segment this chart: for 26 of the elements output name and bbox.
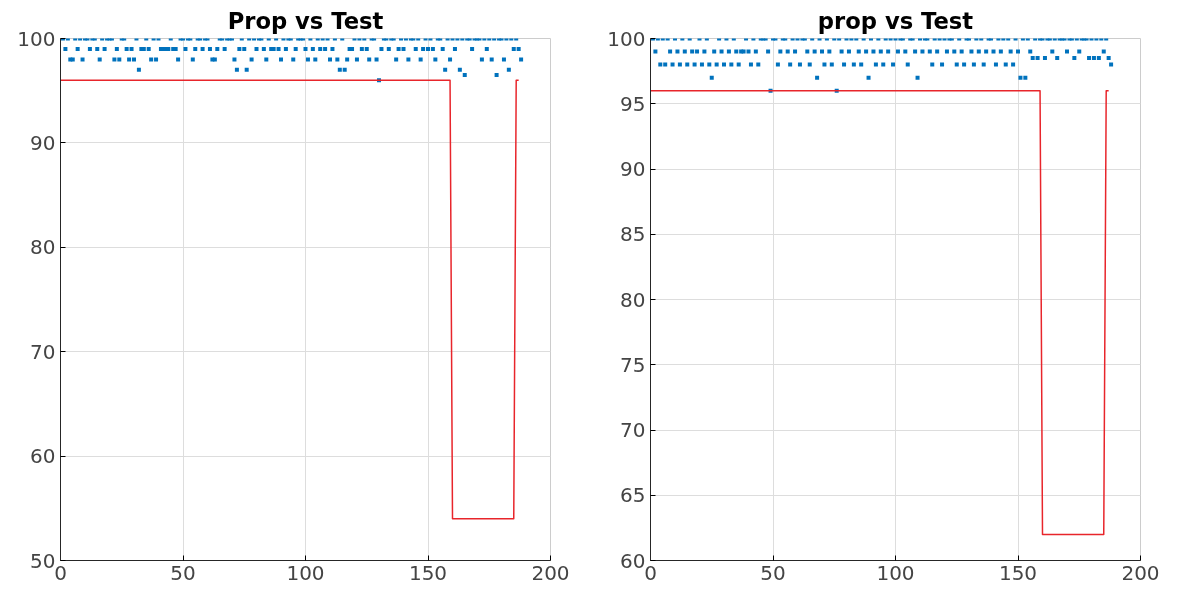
y-tick-label: 100	[607, 26, 646, 51]
y-tick-label: 90	[620, 157, 646, 181]
x-tick-label: 0	[644, 560, 657, 585]
y-tick-label: 90	[30, 130, 56, 155]
y-tick-label: 80	[620, 287, 646, 312]
y-tick-label: 75	[620, 352, 646, 377]
x-tick-label: 100	[876, 560, 915, 585]
x-tick-label: 50	[170, 560, 196, 585]
y-tick-label: 95	[620, 91, 646, 116]
y-tick-label: 60	[620, 548, 646, 573]
x-tick-label: 100	[286, 560, 325, 585]
x-tick-label: 0	[54, 560, 67, 585]
y-tick-label: 65	[620, 483, 646, 508]
chart-title: Prop vs Test	[227, 7, 384, 34]
y-tick-label: 70	[30, 339, 56, 364]
y-tick-label: 80	[30, 235, 56, 260]
chart-title: prop vs Test	[817, 7, 974, 34]
x-tick-label: 50	[760, 560, 786, 585]
x-tick-label: 150	[998, 560, 1038, 585]
x-tick-label: 200	[1121, 560, 1160, 585]
x-tick-label: 150	[408, 560, 448, 585]
y-tick-label: 60	[30, 444, 56, 469]
y-tick-label: 100	[17, 26, 56, 51]
x-tick-label: 200	[531, 560, 570, 585]
y-tick-label: 85	[620, 222, 646, 247]
y-tick-label: 70	[620, 418, 646, 442]
